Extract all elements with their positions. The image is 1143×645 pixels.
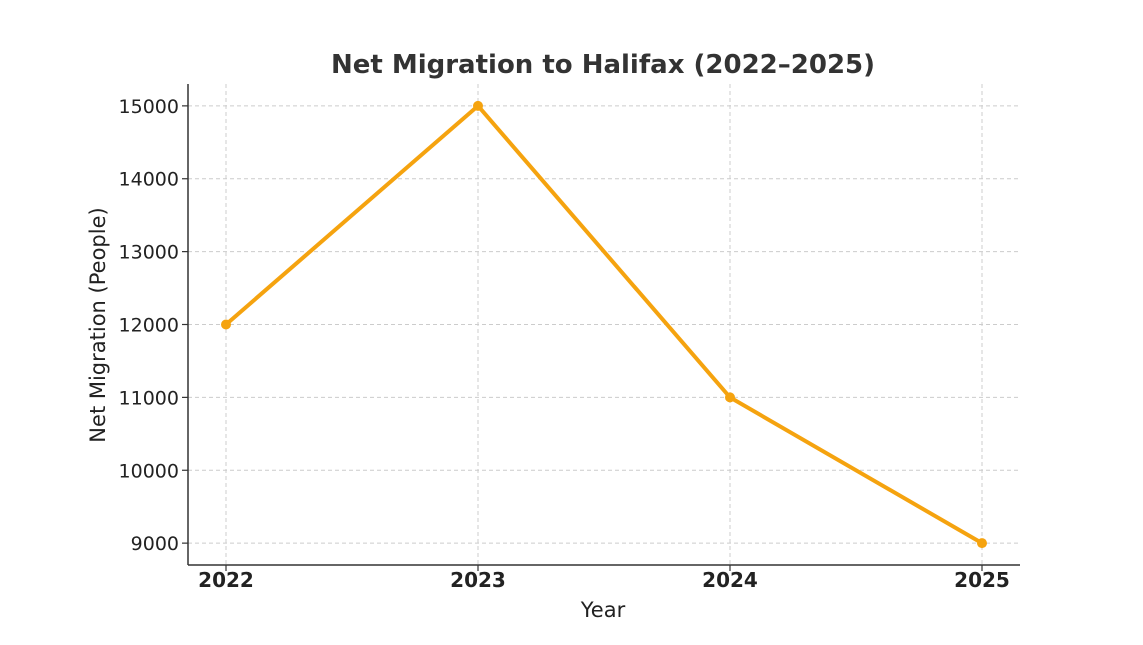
data-point-2022 <box>221 319 231 330</box>
series-line-0 <box>224 103 984 546</box>
x-tick-label-2023: 2023 <box>450 568 506 592</box>
data-point-2023 <box>473 100 483 111</box>
series-layer <box>221 100 987 549</box>
y-tick-label-12000: 12000 <box>119 315 179 337</box>
y-axis-label: Net Migration (People) <box>86 207 110 442</box>
x-tick-label-2022: 2022 <box>198 568 254 592</box>
y-tick-label-13000: 13000 <box>119 242 179 264</box>
x-tick-label-2025: 2025 <box>954 568 1010 592</box>
x-axis-label: Year <box>580 598 626 622</box>
x-ticks: 2022 2023 2024 2025 <box>198 565 1010 592</box>
chart-title: Net Migration to Halifax (2022–2025) <box>331 50 875 80</box>
y-tick-label-10000: 10000 <box>119 460 179 482</box>
data-point-2024 <box>725 392 735 403</box>
x-tick-label-2024: 2024 <box>702 568 758 592</box>
y-tick-label-9000: 9000 <box>131 533 179 555</box>
y-tick-label-14000: 14000 <box>119 169 179 191</box>
y-tick-label-15000: 15000 <box>119 96 179 118</box>
y-tick-label-11000: 11000 <box>119 387 179 409</box>
data-point-2025 <box>977 538 987 549</box>
y-ticks: 9000 10000 11000 12000 13000 14000 15000 <box>119 96 188 555</box>
